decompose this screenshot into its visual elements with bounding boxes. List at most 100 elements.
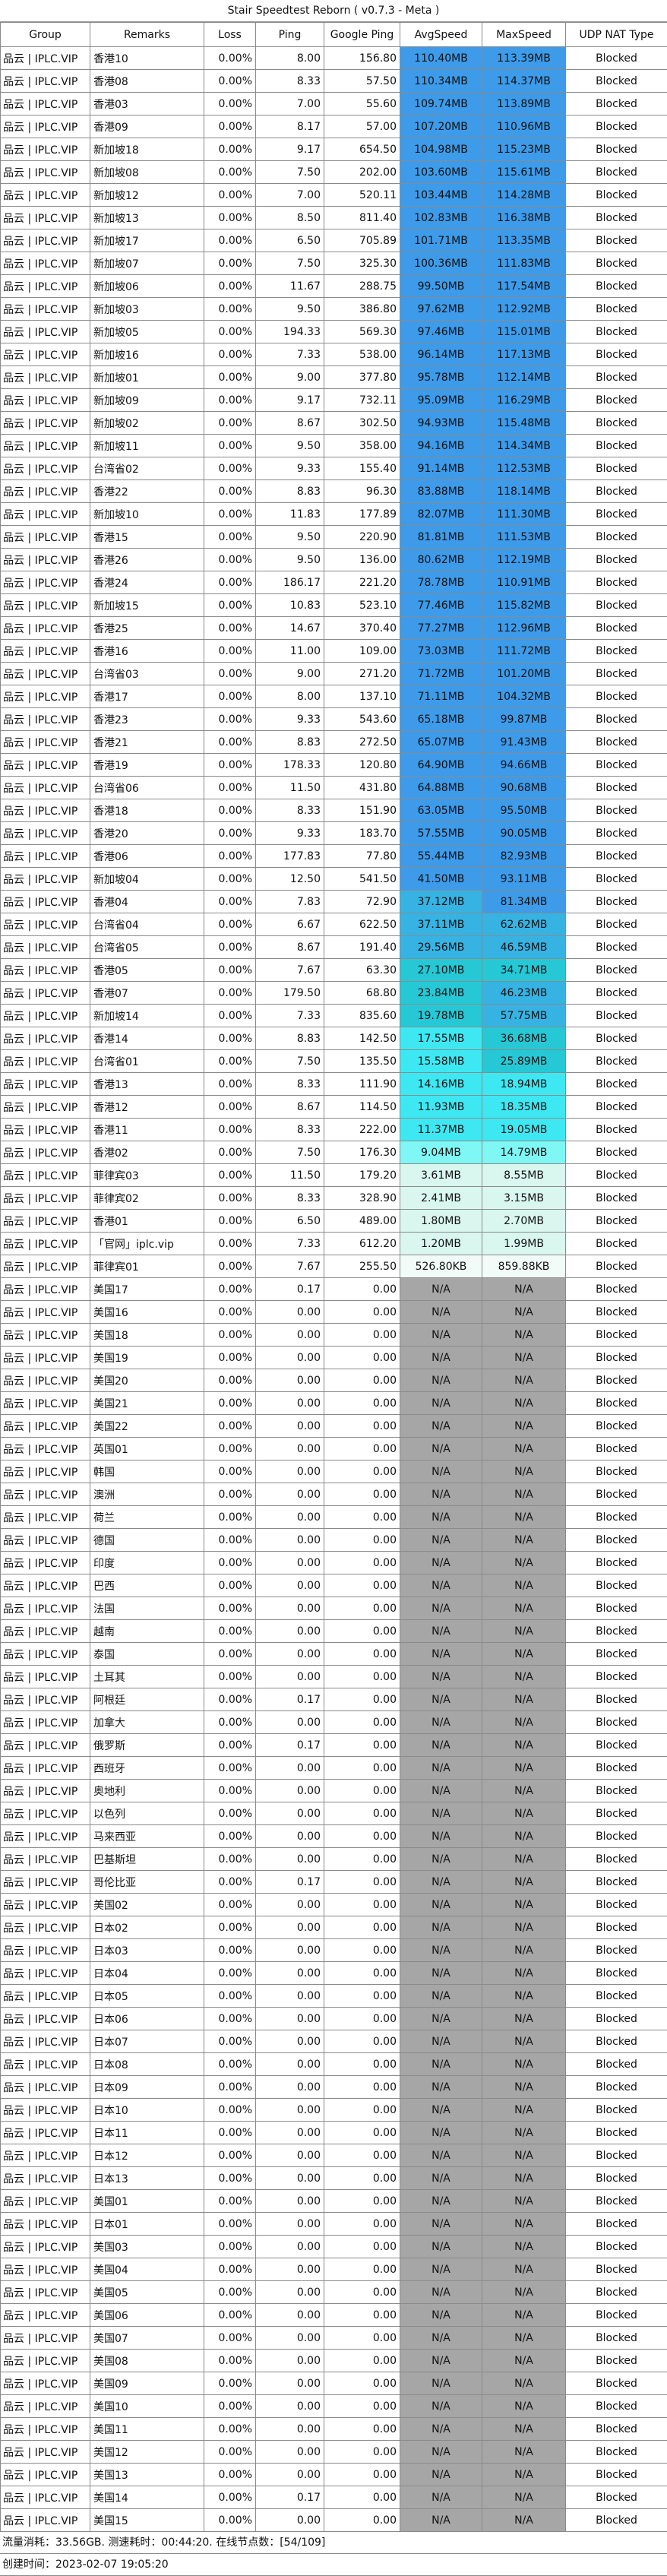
cell-group: 品云 | IPLC.VIP bbox=[0, 502, 90, 526]
table-row: 品云 | IPLC.VIP 新加坡14 0.00% 7.33 835.60 19.78MB… bbox=[0, 1004, 667, 1027]
cell-group: 品云 | IPLC.VIP bbox=[0, 1232, 90, 1255]
cell-google-ping: 0.00 bbox=[324, 2166, 400, 2190]
cell-avg-speed: N/A bbox=[400, 1710, 482, 1734]
cell-ping: 7.67 bbox=[255, 958, 324, 982]
column-header-remarks: Remarks bbox=[90, 22, 204, 47]
cell-avg-speed: 109.74MB bbox=[400, 92, 482, 116]
cell-ping: 0.00 bbox=[255, 1460, 324, 1483]
cell-avg-speed: 65.18MB bbox=[400, 707, 482, 731]
cell-remarks: 香港04 bbox=[90, 890, 204, 913]
cell-google-ping: 0.00 bbox=[324, 1483, 400, 1506]
cell-udp-nat-type: Blocked bbox=[565, 707, 667, 731]
cell-ping: 0.00 bbox=[255, 1597, 324, 1620]
cell-google-ping: 155.40 bbox=[324, 457, 400, 480]
table-row: 品云 | IPLC.VIP 新加坡12 0.00% 7.00 520.11 103.44M… bbox=[0, 183, 667, 207]
cell-google-ping: 541.50 bbox=[324, 867, 400, 891]
cell-group: 品云 | IPLC.VIP bbox=[0, 479, 90, 503]
cell-avg-speed: 102.83MB bbox=[400, 206, 482, 229]
cell-google-ping: 179.20 bbox=[324, 1163, 400, 1187]
table-row: 品云 | IPLC.VIP 日本04 0.00% 0.00 0.00 N/A N/A Bloc… bbox=[0, 1961, 667, 1985]
table-row: 品云 | IPLC.VIP 香港03 0.00% 7.00 55.60 109.74MB 1… bbox=[0, 92, 667, 116]
cell-ping: 0.00 bbox=[255, 2144, 324, 2167]
cell-udp-nat-type: Blocked bbox=[565, 2508, 667, 2532]
cell-udp-nat-type: Blocked bbox=[565, 1665, 667, 1688]
cell-ping: 9.50 bbox=[255, 297, 324, 321]
cell-loss: 0.00% bbox=[204, 1551, 256, 1574]
cell-udp-nat-type: Blocked bbox=[565, 844, 667, 868]
cell-remarks: 新加坡15 bbox=[90, 593, 204, 617]
table-row: 品云 | IPLC.VIP 台湾省03 0.00% 9.00 271.20 71.72MB… bbox=[0, 662, 667, 685]
cell-loss: 0.00% bbox=[204, 1665, 256, 1688]
table-row: 品云 | IPLC.VIP 美国03 0.00% 0.00 0.00 N/A N/A Bloc… bbox=[0, 2235, 667, 2258]
cell-remarks: 香港15 bbox=[90, 525, 204, 549]
table-row: 品云 | IPLC.VIP 美国04 0.00% 0.00 0.00 N/A N/A Bloc… bbox=[0, 2258, 667, 2281]
cell-loss: 0.00% bbox=[204, 366, 256, 389]
table-row: 品云 | IPLC.VIP 菲律宾01 0.00% 7.67 255.50 526.80K… bbox=[0, 1255, 667, 1278]
cell-udp-nat-type: Blocked bbox=[565, 1483, 667, 1506]
cell-ping: 7.33 bbox=[255, 343, 324, 366]
cell-avg-speed: N/A bbox=[400, 1961, 482, 1985]
cell-loss: 0.00% bbox=[204, 1779, 256, 1802]
cell-ping: 0.00 bbox=[255, 2463, 324, 2486]
cell-remarks: 阿根廷 bbox=[90, 1688, 204, 1711]
table-row: 品云 | IPLC.VIP 美国17 0.00% 0.17 0.00 N/A N/A Bloc… bbox=[0, 1277, 667, 1301]
cell-remarks: 新加坡05 bbox=[90, 320, 204, 343]
cell-google-ping: 358.00 bbox=[324, 434, 400, 457]
table-row: 品云 | IPLC.VIP 新加坡11 0.00% 9.50 358.00 94.16MB… bbox=[0, 434, 667, 457]
cell-avg-speed: N/A bbox=[400, 1802, 482, 1825]
cell-avg-speed: N/A bbox=[400, 2486, 482, 2509]
cell-loss: 0.00% bbox=[204, 2372, 256, 2395]
cell-max-speed: N/A bbox=[482, 1391, 566, 1415]
cell-google-ping: 0.00 bbox=[324, 1733, 400, 1757]
cell-group: 品云 | IPLC.VIP bbox=[0, 639, 90, 663]
cell-google-ping: 386.80 bbox=[324, 297, 400, 321]
cell-max-speed: 110.96MB bbox=[482, 115, 566, 138]
cell-avg-speed: 1.20MB bbox=[400, 1232, 482, 1255]
cell-avg-speed: 27.10MB bbox=[400, 958, 482, 982]
cell-avg-speed: 19.78MB bbox=[400, 1004, 482, 1027]
cell-group: 品云 | IPLC.VIP bbox=[0, 1802, 90, 1825]
cell-loss: 0.00% bbox=[204, 776, 256, 799]
cell-remarks: 日本11 bbox=[90, 2121, 204, 2144]
table-row: 品云 | IPLC.VIP 德国 0.00% 0.00 0.00 N/A N/A Blocke… bbox=[0, 1528, 667, 1552]
cell-remarks: 新加坡03 bbox=[90, 297, 204, 321]
cell-avg-speed: N/A bbox=[400, 1323, 482, 1347]
cell-ping: 0.17 bbox=[255, 1870, 324, 1894]
cell-udp-nat-type: Blocked bbox=[565, 1710, 667, 1734]
table-row: 品云 | IPLC.VIP 美国09 0.00% 0.00 0.00 N/A N/A Bloc… bbox=[0, 2372, 667, 2395]
cell-avg-speed: 64.90MB bbox=[400, 753, 482, 777]
cell-udp-nat-type: Blocked bbox=[565, 1255, 667, 1278]
cell-ping: 0.17 bbox=[255, 1688, 324, 1711]
cell-udp-nat-type: Blocked bbox=[565, 2349, 667, 2372]
cell-udp-nat-type: Blocked bbox=[565, 2372, 667, 2395]
cell-avg-speed: 63.05MB bbox=[400, 799, 482, 822]
report-title: Stair Speedtest Reborn ( v0.7.3 - Meta ) bbox=[0, 0, 667, 22]
cell-loss: 0.00% bbox=[204, 2440, 256, 2464]
cell-loss: 0.00% bbox=[204, 1346, 256, 1369]
cell-max-speed: 2.70MB bbox=[482, 1209, 566, 1233]
cell-remarks: 香港14 bbox=[90, 1027, 204, 1050]
cell-group: 品云 | IPLC.VIP bbox=[0, 160, 90, 184]
cell-google-ping: 272.50 bbox=[324, 730, 400, 754]
cell-group: 品云 | IPLC.VIP bbox=[0, 1551, 90, 1574]
table-row: 品云 | IPLC.VIP 新加坡06 0.00% 11.67 288.75 99.50M… bbox=[0, 274, 667, 298]
cell-remarks: 新加坡18 bbox=[90, 138, 204, 161]
cell-group: 品云 | IPLC.VIP bbox=[0, 1733, 90, 1757]
cell-group: 品云 | IPLC.VIP bbox=[0, 685, 90, 708]
cell-max-speed: N/A bbox=[482, 2394, 566, 2418]
cell-avg-speed: 77.46MB bbox=[400, 593, 482, 617]
column-header-max-speed: MaxSpeed bbox=[482, 22, 566, 47]
table-row: 品云 | IPLC.VIP 英国01 0.00% 0.00 0.00 N/A N/A Bloc… bbox=[0, 1437, 667, 1460]
table-row: 品云 | IPLC.VIP 香港24 0.00% 186.17 221.20 78.78M… bbox=[0, 571, 667, 594]
cell-remarks: 台湾省01 bbox=[90, 1049, 204, 1073]
cell-google-ping: 72.90 bbox=[324, 890, 400, 913]
cell-remarks: 香港10 bbox=[90, 46, 204, 70]
cell-avg-speed: N/A bbox=[400, 2303, 482, 2327]
cell-group: 品云 | IPLC.VIP bbox=[0, 958, 90, 982]
cell-google-ping: 221.20 bbox=[324, 571, 400, 594]
cell-remarks: 台湾省03 bbox=[90, 662, 204, 685]
cell-group: 品云 | IPLC.VIP bbox=[0, 844, 90, 868]
cell-group: 品云 | IPLC.VIP bbox=[0, 821, 90, 845]
cell-group: 品云 | IPLC.VIP bbox=[0, 1961, 90, 1985]
table-row: 品云 | IPLC.VIP 新加坡02 0.00% 8.67 302.50 94.93MB… bbox=[0, 411, 667, 435]
